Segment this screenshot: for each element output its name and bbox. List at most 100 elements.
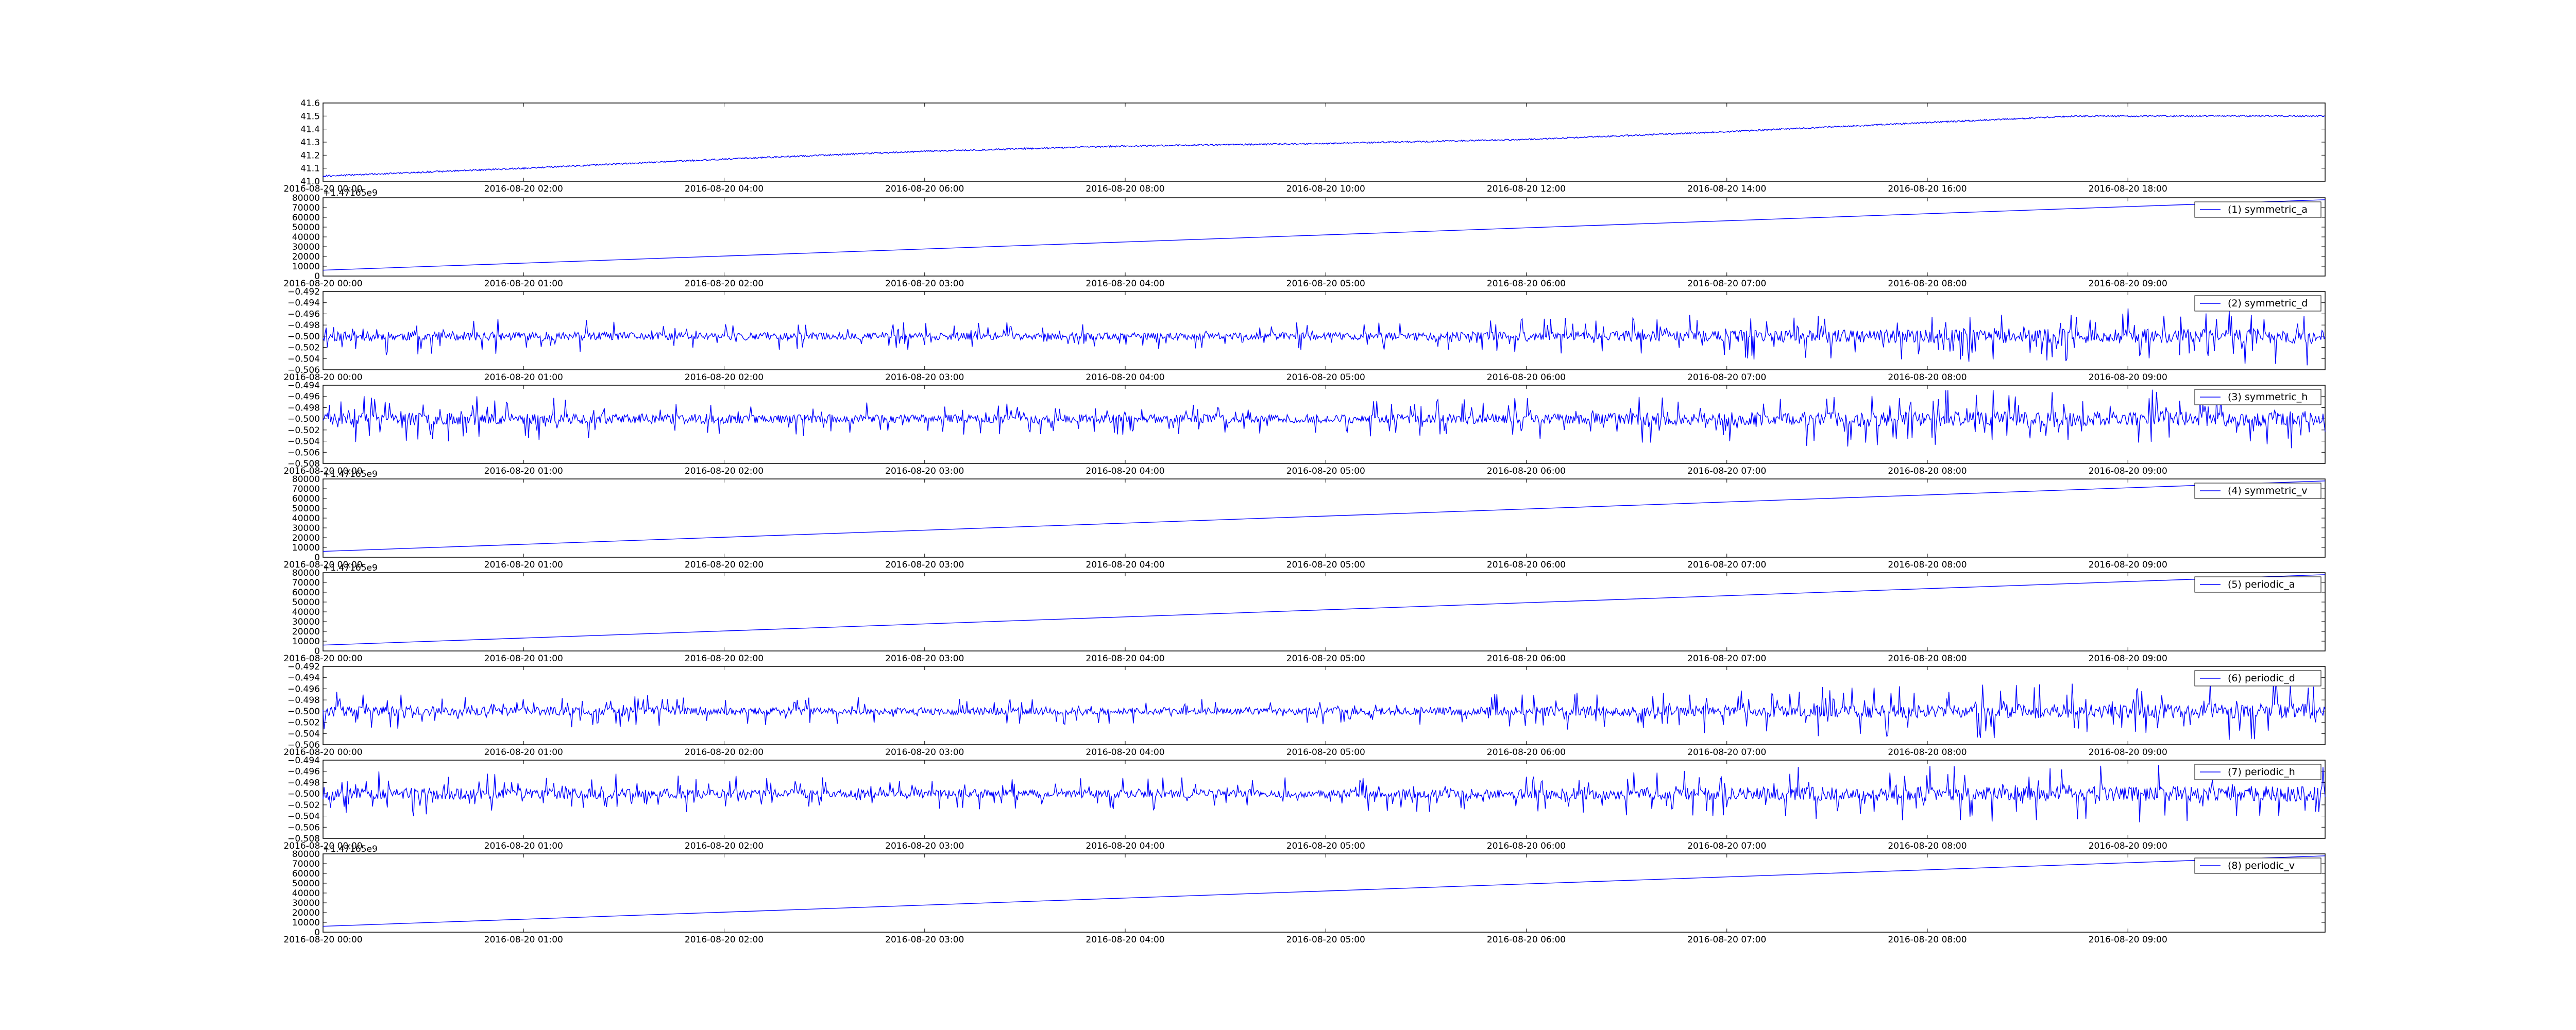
axes-frame xyxy=(323,478,2326,558)
panel-p1: 0100002000030000400005000060000700008000… xyxy=(283,188,2326,289)
x-tick-label: 2016-08-20 04:00 xyxy=(1086,560,1164,570)
y-tick-label: −0.498 xyxy=(287,778,320,788)
x-tick-label: 2016-08-20 01:00 xyxy=(484,279,563,289)
series-line xyxy=(323,682,2326,740)
x-tick-label: 2016-08-20 00:00 xyxy=(283,747,362,758)
panel-p5: 0100002000030000400005000060000700008000… xyxy=(283,563,2326,664)
x-tick-label: 2016-08-20 05:00 xyxy=(1286,279,1365,289)
series-line xyxy=(323,574,2326,646)
x-tick-label: 2016-08-20 04:00 xyxy=(1086,841,1164,851)
x-tick-label: 2016-08-20 07:00 xyxy=(1687,935,1766,945)
y-tick-label: −0.504 xyxy=(287,437,320,447)
x-tick-label: 2016-08-20 18:00 xyxy=(2089,184,2167,194)
y-tick-label: 60000 xyxy=(292,869,320,879)
x-tick-label: 2016-08-20 04:00 xyxy=(1086,466,1164,476)
x-tick-label: 2016-08-20 10:00 xyxy=(1286,184,1365,194)
panel-p2: −0.506−0.504−0.502−0.500−0.498−0.496−0.4… xyxy=(283,287,2326,383)
x-tick-label: 2016-08-20 01:00 xyxy=(484,654,563,664)
y-tick-label: 0 xyxy=(314,271,320,282)
x-tick-label: 2016-08-20 02:00 xyxy=(685,841,764,851)
x-tick-label: 2016-08-20 09:00 xyxy=(2089,372,2167,383)
y-tick-label: 41.5 xyxy=(300,111,320,122)
y-tick-label: −0.500 xyxy=(287,332,320,342)
x-tick-label: 2016-08-20 16:00 xyxy=(1888,184,1967,194)
legend-label: (2) symmetric_d xyxy=(2228,298,2308,309)
x-tick-label: 2016-08-20 02:00 xyxy=(484,184,563,194)
axes-frame xyxy=(323,102,2326,182)
x-tick-label: 2016-08-20 05:00 xyxy=(1286,747,1365,758)
x-tick-label: 2016-08-20 03:00 xyxy=(885,654,964,664)
y-tick-label: 40000 xyxy=(292,513,320,524)
x-tick-label: 2016-08-20 08:00 xyxy=(1888,935,1967,945)
x-tick-label: 2016-08-20 09:00 xyxy=(2089,279,2167,289)
legend-label: (5) periodic_a xyxy=(2228,579,2295,590)
x-tick-label: 2016-08-20 06:00 xyxy=(1487,747,1566,758)
y-tick-label: 30000 xyxy=(292,898,320,908)
y-tick-label: −0.494 xyxy=(287,298,320,308)
y-tick-label: −0.498 xyxy=(287,403,320,413)
y-tick-label: 70000 xyxy=(292,578,320,588)
y-tick-label: 30000 xyxy=(292,617,320,627)
y-tick-label: 50000 xyxy=(292,879,320,889)
axes-frame xyxy=(323,385,2326,464)
legend-box xyxy=(2194,764,2321,780)
x-tick-label: 2016-08-20 06:00 xyxy=(1487,560,1566,570)
y-tick-label: −0.502 xyxy=(287,343,320,353)
x-tick-label: 2016-08-20 08:00 xyxy=(1888,466,1967,476)
series-line xyxy=(323,855,2326,927)
y-tick-label: 20000 xyxy=(292,627,320,637)
y-tick-label: 41.3 xyxy=(300,138,320,148)
x-tick-label: 2016-08-20 07:00 xyxy=(1687,654,1766,664)
x-tick-label: 2016-08-20 02:00 xyxy=(685,654,764,664)
y-tick-label: 60000 xyxy=(292,494,320,504)
x-tick-label: 2016-08-20 04:00 xyxy=(1086,935,1164,945)
legend-label: (3) symmetric_h xyxy=(2228,391,2308,403)
y-tick-label: −0.492 xyxy=(287,662,320,672)
x-tick-label: 2016-08-20 08:00 xyxy=(1086,184,1164,194)
x-tick-label: 2016-08-20 09:00 xyxy=(2089,466,2167,476)
legend-label: (8) periodic_v xyxy=(2228,860,2295,871)
x-tick-label: 2016-08-20 01:00 xyxy=(484,560,563,570)
y-tick-label: −0.506 xyxy=(287,365,320,375)
y-tick-label: −0.504 xyxy=(287,729,320,739)
series-line xyxy=(323,389,2326,449)
x-tick-label: 2016-08-20 02:00 xyxy=(685,279,764,289)
y-tick-label: 0 xyxy=(314,553,320,563)
x-tick-label: 2016-08-20 03:00 xyxy=(885,747,964,758)
x-tick-label: 2016-08-20 08:00 xyxy=(1888,654,1967,664)
y-tick-label: −0.506 xyxy=(287,448,320,458)
x-tick-label: 2016-08-20 03:00 xyxy=(885,841,964,851)
x-tick-label: 2016-08-20 07:00 xyxy=(1687,841,1766,851)
x-tick-label: 2016-08-20 07:00 xyxy=(1687,560,1766,570)
axes-frame xyxy=(323,760,2326,839)
y-tick-label: 40000 xyxy=(292,888,320,899)
x-tick-label: 2016-08-20 05:00 xyxy=(1286,841,1365,851)
x-tick-label: 2016-08-20 09:00 xyxy=(2089,747,2167,758)
x-tick-label: 2016-08-20 05:00 xyxy=(1286,560,1365,570)
x-tick-label: 2016-08-20 04:00 xyxy=(1086,279,1164,289)
y-tick-label: −0.504 xyxy=(287,354,320,364)
y-tick-label: 20000 xyxy=(292,533,320,543)
panel-p7: −0.508−0.506−0.504−0.502−0.500−0.498−0.4… xyxy=(283,756,2326,851)
y-tick-label: −0.502 xyxy=(287,800,320,811)
y-tick-label: −0.504 xyxy=(287,812,320,822)
series-line xyxy=(323,114,2326,178)
y-tick-label: −0.496 xyxy=(287,309,320,319)
y-tick-label: −0.502 xyxy=(287,718,320,728)
x-tick-label: 2016-08-20 05:00 xyxy=(1286,466,1365,476)
x-tick-label: 2016-08-20 06:00 xyxy=(1487,466,1566,476)
x-tick-label: 2016-08-20 08:00 xyxy=(1888,560,1967,570)
axes-frame xyxy=(323,853,2326,933)
x-tick-label: 2016-08-20 09:00 xyxy=(2089,560,2167,570)
x-tick-label: 2016-08-20 03:00 xyxy=(885,279,964,289)
y-tick-label: 10000 xyxy=(292,918,320,928)
x-tick-label: 2016-08-20 00:00 xyxy=(283,654,362,664)
x-tick-label: 2016-08-20 04:00 xyxy=(1086,747,1164,758)
x-tick-label: 2016-08-20 08:00 xyxy=(1888,747,1967,758)
legend-label: (1) symmetric_a xyxy=(2228,204,2308,215)
x-tick-label: 2016-08-20 03:00 xyxy=(885,372,964,383)
y-tick-label: 80000 xyxy=(292,193,320,203)
x-tick-label: 2016-08-20 04:00 xyxy=(1086,372,1164,383)
legend-label: (7) periodic_h xyxy=(2228,766,2295,778)
y-tick-label: 0 xyxy=(314,646,320,657)
